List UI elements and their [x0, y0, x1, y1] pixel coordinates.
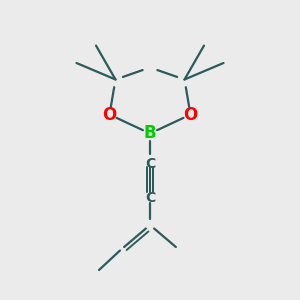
Text: O: O — [183, 106, 198, 124]
Text: C: C — [145, 157, 155, 170]
Text: B: B — [144, 124, 156, 142]
Text: C: C — [145, 191, 155, 205]
Text: O: O — [102, 106, 117, 124]
